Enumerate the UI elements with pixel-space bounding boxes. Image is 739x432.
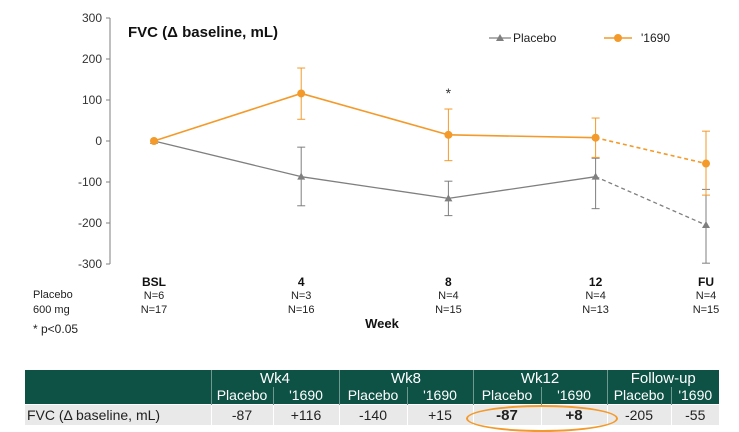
table-corner-cell [25, 370, 211, 405]
table-subheader: '1690 [670, 387, 719, 405]
n-count-active: N=13 [582, 304, 609, 316]
active-line-segment [300, 92, 449, 136]
placebo-line-segment [595, 176, 707, 226]
legend-active-label: '1690 [641, 31, 670, 45]
legend-circle-icon [614, 34, 622, 42]
active-point [444, 130, 453, 139]
x-tick-label: 4 [298, 275, 305, 289]
n-count-placebo: N=4 [696, 290, 717, 302]
category-labels: BSLN=6N=174N=3N=168N=4N=1512N=4N=13FUN=4… [141, 85, 720, 316]
n-count-active: N=16 [288, 304, 315, 316]
n-count-placebo: N=4 [438, 290, 459, 302]
table-cell-highlighted: -87 [472, 404, 541, 425]
table-cell: -140 [338, 404, 407, 425]
table-subheader: Placebo [472, 387, 541, 405]
active-point [702, 159, 710, 168]
active-point [297, 89, 306, 98]
table-subheader: Placebo [338, 387, 407, 405]
x-tick-label: 12 [589, 275, 603, 289]
n-count-placebo: N=6 [144, 290, 165, 302]
active-point [150, 137, 158, 145]
active-point [591, 133, 600, 142]
table-subheader: Placebo [210, 387, 273, 405]
table-subheader: '1690 [540, 387, 607, 405]
y-tick-label: 0 [95, 134, 102, 148]
n-count-placebo: N=3 [291, 290, 312, 302]
table-cell: +15 [406, 404, 473, 425]
table-subheader: '1690 [272, 387, 339, 405]
legend: Placebo '1690 [489, 31, 670, 45]
n-count-active: N=17 [141, 304, 168, 316]
table-cell: -205 [606, 404, 671, 425]
summary-table: Wk4 Wk8 Wk12 Follow-up Placebo '1690 Pla… [25, 370, 719, 425]
error-bars [297, 67, 710, 264]
placebo-line-segment [448, 176, 596, 200]
row-label-active: 600 mg [33, 304, 70, 316]
table-subheader: '1690 [406, 387, 473, 405]
x-tick-label: 8 [445, 275, 452, 289]
table-cell: +116 [272, 404, 339, 425]
row-label-placebo: Placebo [33, 289, 73, 301]
table-cell: -87 [210, 404, 273, 425]
table-subheader-row: Placebo '1690 Placebo '1690 Placebo '169… [25, 387, 719, 405]
placebo-line-segment [301, 176, 449, 200]
placebo-point [702, 221, 710, 229]
n-count-active: N=15 [435, 304, 462, 316]
placebo-point [591, 172, 600, 180]
series-lines [153, 92, 707, 226]
x-tick-label: FU [698, 275, 714, 289]
x-axis-label: Week [365, 316, 399, 331]
y-tick-label: 300 [82, 11, 102, 25]
table-group-header: Wk12 [472, 370, 607, 387]
legend-triangle-icon [496, 34, 504, 41]
y-tick-label: 100 [82, 93, 102, 107]
active-line-segment [595, 136, 707, 165]
table-group-header: Wk4 [210, 370, 339, 387]
table-subheader: Placebo [606, 387, 671, 405]
y-axis: 300 200 100 0 -100 -200 -300 [78, 11, 111, 271]
y-tick-label: -100 [78, 175, 102, 189]
n-count-active: N=15 [693, 304, 720, 316]
table-group-header: Wk8 [338, 370, 473, 387]
placebo-point [444, 194, 453, 202]
legend-placebo-label: Placebo [513, 31, 557, 45]
y-tick-label: 200 [82, 52, 102, 66]
table-group-header: Follow-up [606, 370, 719, 387]
x-tick-label: BSL [142, 275, 166, 289]
y-tick-label: -200 [78, 216, 102, 230]
chart-title: FVC (Δ baseline, mL) [128, 24, 278, 41]
placebo-point [297, 172, 306, 180]
table-row-label: FVC (Δ baseline, mL) [25, 404, 211, 425]
table-group-header-row: Wk4 Wk8 Wk12 Follow-up [25, 370, 719, 405]
placebo-line-segment [153, 140, 302, 178]
table-cell-highlighted: +8 [540, 404, 607, 425]
table-row: FVC (Δ baseline, mL) -87 +116 -140 +15 -… [25, 404, 719, 425]
series-markers [150, 89, 710, 229]
active-line-segment [448, 134, 596, 139]
active-line-segment [153, 92, 302, 142]
y-tick-label: -300 [78, 257, 102, 271]
footnote: * p<0.05 [33, 322, 78, 336]
significance-annotation: * [446, 85, 452, 101]
table-cell: -55 [670, 404, 719, 425]
n-count-placebo: N=4 [585, 290, 606, 302]
